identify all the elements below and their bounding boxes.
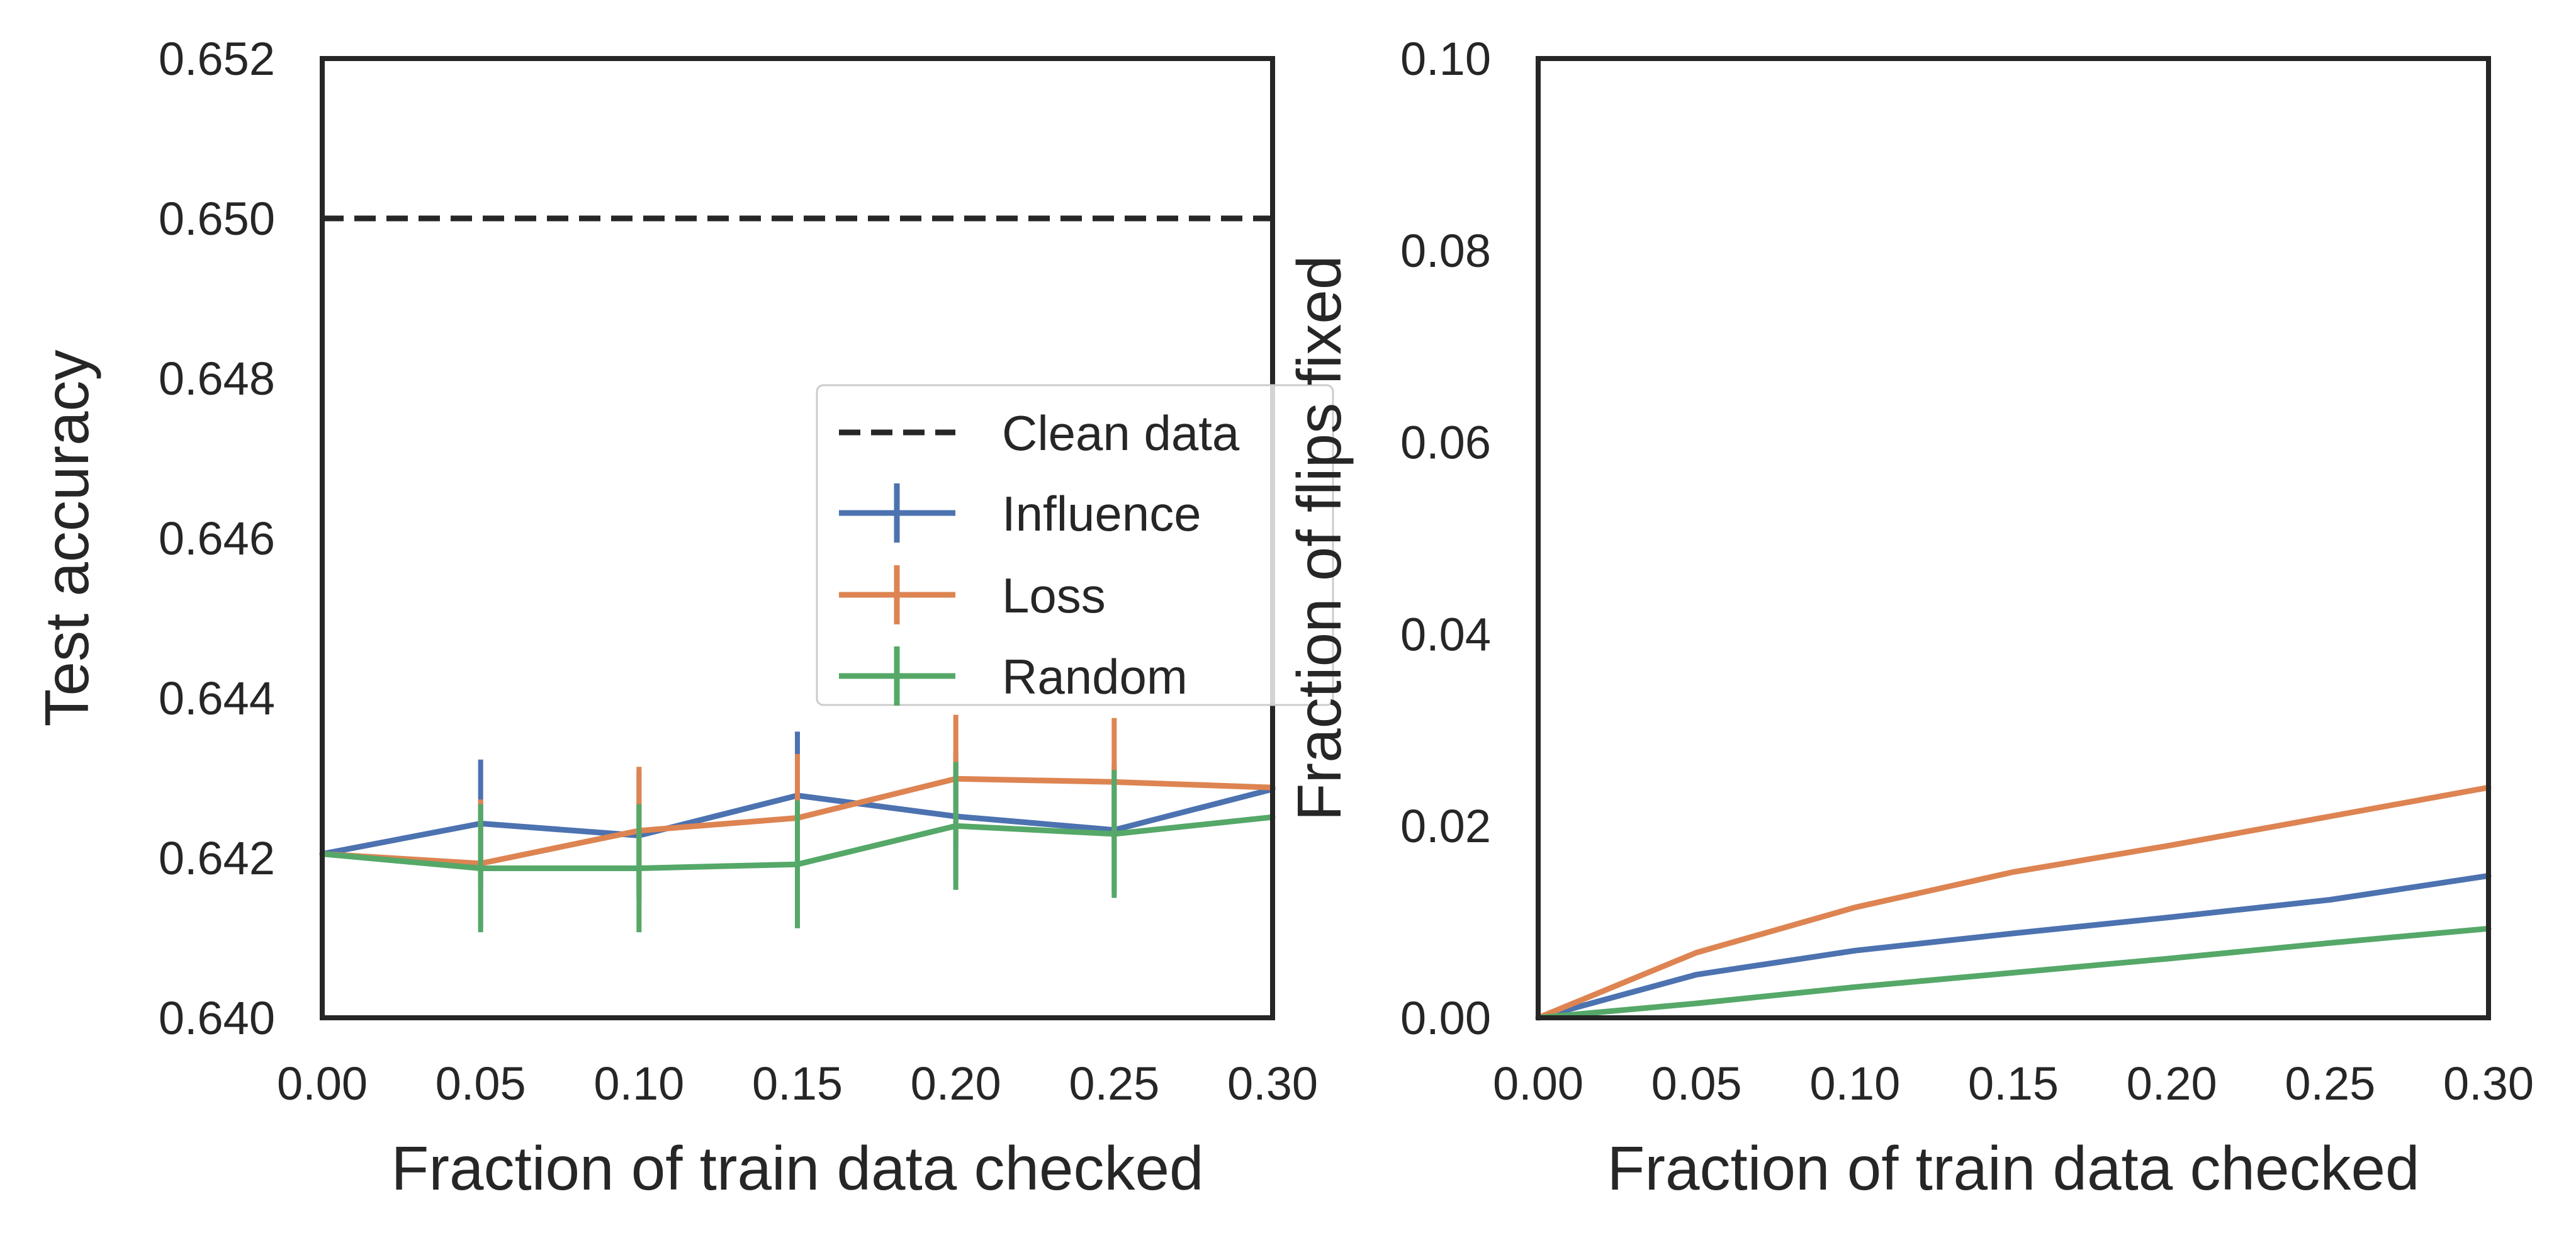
legend-item-loss: Loss xyxy=(839,565,1106,624)
x-axis-label-left: Fraction of train data checked xyxy=(391,1134,1203,1203)
y-axis-label-right: Fraction of flips fixed xyxy=(1285,256,1354,821)
y-tick-label: 0.652 xyxy=(159,33,275,85)
x-tick-label: 0.10 xyxy=(593,1057,684,1110)
series-line-loss xyxy=(1535,784,2492,1021)
y-tick-label: 0.04 xyxy=(1400,608,1491,660)
x-tick-label: 0.15 xyxy=(1968,1057,2059,1110)
x-tick-label: 0.20 xyxy=(2127,1057,2217,1110)
y-tick-label: 0.06 xyxy=(1400,417,1491,469)
x-axis-label-right: Fraction of train data checked xyxy=(1607,1134,2419,1203)
legend-item-clean-data: Clean data xyxy=(839,405,1240,461)
x-tick-label: 0.20 xyxy=(911,1057,1001,1110)
y-tick-label: 0.02 xyxy=(1400,800,1491,852)
series-line-random xyxy=(1535,925,2492,1021)
y-tick-label: 0.650 xyxy=(159,193,275,245)
y-axis-label-left: Test accuracy xyxy=(32,349,101,726)
chart-flips-fixed: 0.00 0.05 0.10 0.15 0.20 0.25 0.30 0.00 0.02 0.0… xyxy=(1285,33,2534,1203)
y-tick-label: 0.644 xyxy=(159,672,275,724)
x-tick-label: 0.25 xyxy=(1069,1057,1159,1110)
legend: Clean data Influence Loss Random xyxy=(816,384,1334,706)
x-tick-label: 0.05 xyxy=(436,1057,526,1110)
x-tick-label: 0.00 xyxy=(1493,1057,1583,1110)
legend-item-random: Random xyxy=(839,646,1188,706)
x-tick-label: 0.25 xyxy=(2285,1057,2375,1110)
legend-label-clean-data: Clean data xyxy=(1002,405,1240,461)
legend-label-influence: Influence xyxy=(1002,486,1201,541)
legend-item-influence: Influence xyxy=(839,483,1201,543)
x-tick-label: 0.00 xyxy=(277,1057,368,1110)
x-tick-label: 0.30 xyxy=(2443,1057,2534,1110)
series-line-influence xyxy=(1535,872,2492,1021)
y-tick-label: 0.648 xyxy=(159,352,275,405)
y-tick-label: 0.08 xyxy=(1400,225,1491,277)
legend-frame xyxy=(816,384,1334,706)
legend-label-random: Random xyxy=(1002,649,1188,704)
y-tick-label: 0.640 xyxy=(159,992,275,1044)
plot-frame-right xyxy=(1536,56,2491,1020)
x-tick-label: 0.05 xyxy=(1651,1057,1742,1110)
series-line-random xyxy=(319,814,1276,871)
y-tick-label: 0.00 xyxy=(1400,992,1491,1044)
x-tick-label: 0.15 xyxy=(752,1057,843,1110)
y-tick-label: 0.642 xyxy=(159,832,275,884)
x-tick-label: 0.10 xyxy=(1809,1057,1900,1110)
legend-label-loss: Loss xyxy=(1002,568,1106,623)
x-tick-label: 0.30 xyxy=(1227,1057,1318,1110)
y-tick-label: 0.646 xyxy=(159,512,275,565)
y-tick-label: 0.10 xyxy=(1400,33,1491,85)
